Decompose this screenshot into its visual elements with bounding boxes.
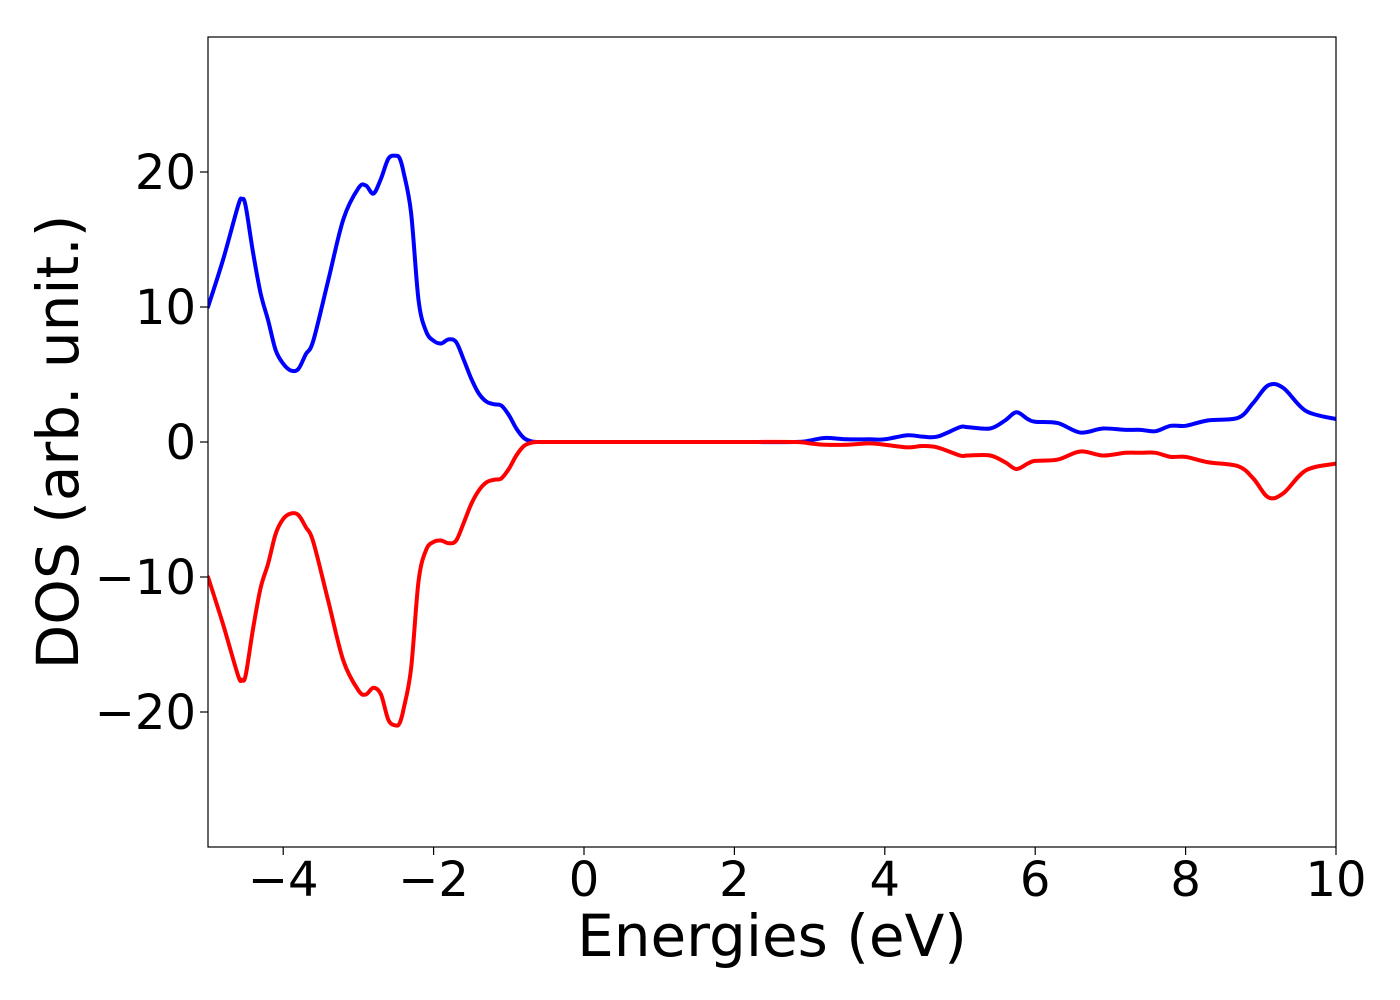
x-tick-label: 0 [569, 852, 600, 908]
x-tick-label: 8 [1170, 852, 1201, 908]
y-tick-label: 10 [135, 280, 196, 336]
x-tick-label: −2 [398, 852, 469, 908]
series-line-1 [208, 153, 1336, 445]
y-tick-label: 0 [165, 415, 196, 471]
y-axis-title: DOS (arb. unit.) [24, 215, 92, 670]
x-axis-title: Energies (eV) [577, 902, 967, 970]
x-tick-label: 6 [1020, 852, 1051, 908]
series-line-2 [208, 439, 1336, 728]
x-tick-label: 2 [719, 852, 750, 908]
series-layer [208, 153, 1336, 728]
y-tick-label: −10 [95, 550, 196, 606]
x-tick-label: 4 [870, 852, 901, 908]
y-tick-label: −20 [95, 685, 196, 741]
x-tick-label: 10 [1305, 852, 1366, 908]
x-tick-label: −4 [248, 852, 319, 908]
y-tick-label: 20 [135, 145, 196, 201]
